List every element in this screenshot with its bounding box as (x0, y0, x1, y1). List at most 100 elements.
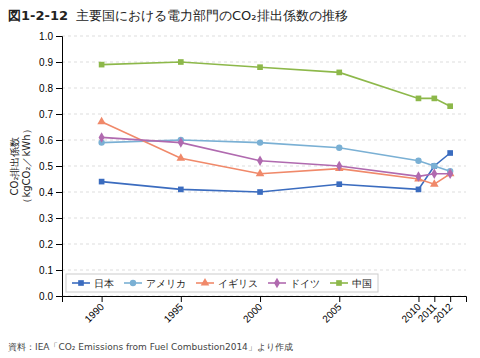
tick-mark (339, 296, 340, 302)
tick-label: 2000 (241, 301, 265, 325)
legend-item: ドイツ (268, 278, 320, 289)
point (178, 187, 184, 193)
point (336, 145, 342, 151)
grid-line (62, 244, 466, 245)
tick: 1990 (82, 296, 106, 325)
tick-mark (56, 296, 62, 297)
tick: 2005 (320, 296, 344, 325)
point (431, 163, 437, 169)
axis-line (56, 37, 63, 297)
tick-label: 1995 (162, 301, 186, 325)
tick-mark (56, 166, 62, 167)
point (257, 189, 263, 195)
tick-label: 0.1 (39, 265, 53, 276)
legend-symbol (130, 280, 136, 286)
legend-symbol (201, 278, 210, 285)
point (178, 137, 184, 148)
tick-label: 0.0 (39, 291, 53, 302)
grid (62, 36, 466, 296)
x-axis: 1990199520002005201020112012 (63, 296, 467, 325)
tick-mark (450, 296, 451, 302)
tick-label: 0.9 (39, 57, 53, 68)
tick: 2000 (241, 296, 265, 325)
tick-mark (434, 296, 435, 302)
plot-area: 0.00.10.20.30.40.50.60.70.80.91.01990199… (39, 31, 466, 325)
point (431, 169, 437, 180)
tick-mark (102, 296, 103, 302)
point (99, 179, 105, 185)
point (415, 158, 421, 164)
grid-line (62, 62, 466, 63)
tick-mark (56, 140, 62, 141)
tick-label: 2005 (320, 301, 344, 325)
tick: 0.9 (39, 57, 62, 68)
legend-label: ドイツ (290, 278, 320, 289)
grid-line (62, 88, 466, 89)
point (416, 96, 422, 102)
point (178, 59, 184, 65)
point (447, 103, 453, 109)
legend-symbol (336, 280, 342, 286)
tick-label: 0.8 (39, 83, 53, 94)
point (99, 132, 105, 143)
series-line (102, 137, 451, 176)
tick: 0.3 (39, 213, 62, 224)
legend-item: 中国 (330, 278, 372, 289)
legend-label: 日本 (94, 278, 114, 289)
tick-mark (56, 36, 62, 37)
legend-box (66, 274, 378, 292)
grid-line (62, 140, 466, 141)
tick-label: 0.5 (39, 161, 53, 172)
tick: 1995 (162, 296, 186, 325)
title: 主要国における電力部門のCO₂排出係数の推移 (76, 8, 348, 23)
tick: 0.2 (39, 239, 62, 250)
axis-line (63, 297, 467, 303)
series-line (102, 122, 451, 184)
tick-mark (56, 218, 62, 219)
tick: 0.5 (39, 161, 62, 172)
point (431, 96, 437, 102)
tick: 2012 (431, 296, 455, 325)
tick: 0.1 (39, 265, 62, 276)
grid-line (62, 270, 466, 271)
tick-label: 0.4 (39, 187, 53, 198)
tick: 0.6 (39, 135, 62, 146)
point (97, 117, 106, 124)
legend-item: アメリカ (124, 278, 186, 289)
grid-line (62, 114, 466, 115)
tick-label: 0.6 (39, 135, 53, 146)
point (415, 171, 421, 182)
y-axis-label-line: （kgCO₂／kWh） (21, 124, 32, 207)
point (447, 150, 453, 156)
point (430, 179, 439, 186)
tick-mark (56, 62, 62, 63)
point (257, 64, 263, 70)
y-axis-label-line: CO₂排出係数 (9, 137, 20, 196)
legend-label: 中国 (352, 278, 372, 289)
legend-item: イギリス (196, 278, 258, 289)
grid-line (62, 36, 466, 37)
point (416, 187, 422, 193)
legend-label: アメリカ (146, 278, 186, 289)
point (336, 181, 342, 187)
tick-mark (260, 296, 261, 302)
grid-line (62, 218, 466, 219)
tick-mark (56, 192, 62, 193)
point (336, 161, 342, 172)
point (336, 70, 342, 76)
tick-mark (181, 296, 182, 302)
legend-symbol (78, 280, 84, 286)
tick: 0.4 (39, 187, 62, 198)
title-prefix: 図1-2-12 (8, 8, 68, 23)
point (447, 169, 453, 180)
point (257, 139, 263, 145)
tick: 0.7 (39, 109, 62, 120)
y-axis-label: CO₂排出係数（kgCO₂／kWh） (9, 124, 32, 207)
tick-label: 0.7 (39, 109, 53, 120)
chart: 図1-2-12 主要国における電力部門のCO₂排出係数の推移 0.0 0.1 0.2 0.… (0, 0, 480, 358)
tick-label: 2012 (431, 301, 455, 325)
legend-label: イギリス (218, 278, 258, 289)
tick-mark (418, 296, 419, 302)
tick-mark (56, 88, 62, 89)
tick: 0.0 (39, 291, 62, 302)
